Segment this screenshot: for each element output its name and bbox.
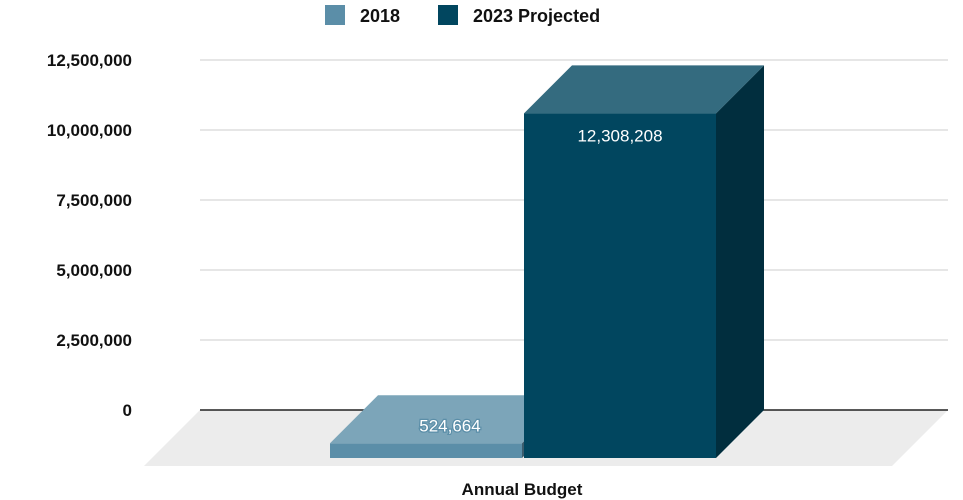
legend-label-2018: 2018 [360,6,400,26]
bar-front-2018 [330,443,522,458]
legend-swatch-2018 [325,5,345,25]
y-tick-label: 10,000,000 [47,121,132,140]
y-tick-label: 2,500,000 [56,331,132,350]
y-tick-label: 0 [123,401,132,420]
y-tick-label: 5,000,000 [56,261,132,280]
y-axis-ticks: 0 2,500,000 5,000,000 7,500,000 10,000,000 12… [47,51,132,420]
x-axis-label: Annual Budget [462,480,583,499]
legend-label-2023-projected: 2023 Projected [473,6,600,26]
bar-top-2023-projected [524,65,764,114]
legend: 2018 2023 Projected [325,5,600,26]
legend-swatch-2023-projected [438,5,458,25]
bar-2018: 524,664 [330,395,570,458]
data-label-2018: 524,664 [419,416,480,435]
bar-top-2018 [330,395,570,444]
y-tick-label: 12,500,000 [47,51,132,70]
data-label-2023-projected: 12,308,208 [577,126,662,145]
bar-front-2023-projected [524,113,716,458]
bars: 524,664 12,308,208 [330,65,764,458]
y-tick-label: 7,500,000 [56,191,132,210]
bar-2023-projected: 12,308,208 [524,65,764,458]
bar-side-2023-projected [716,65,764,458]
